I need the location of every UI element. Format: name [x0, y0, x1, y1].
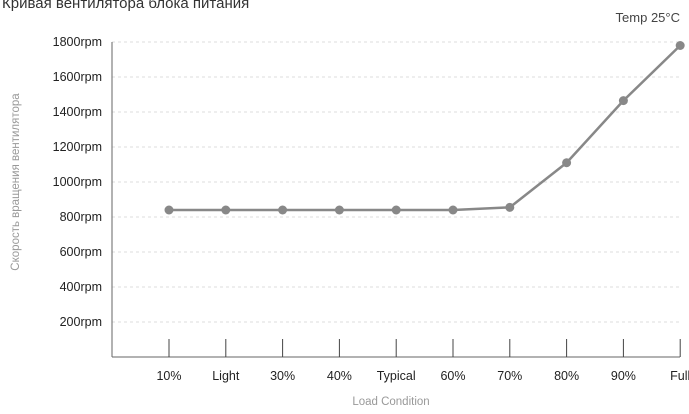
- data-point: [675, 41, 685, 50]
- x-tick-labels: 10% Light 30% 40% Typical 60% 70% 80% 90% Full: [156, 369, 689, 383]
- x-tick-label: Light: [212, 369, 240, 383]
- data-point: [221, 205, 231, 215]
- x-tick-label: Typical: [377, 369, 416, 383]
- data-series: [164, 41, 685, 215]
- x-tick-label: 30%: [270, 369, 295, 383]
- y-tick-label: 800rpm: [60, 210, 102, 224]
- x-tick-label: 80%: [554, 369, 579, 383]
- y-tick-label: 1600rpm: [53, 70, 102, 84]
- y-axis-label: Скорость вращения вентилятора: [10, 93, 22, 271]
- data-point: [448, 205, 458, 215]
- x-tick-label: 70%: [497, 369, 522, 383]
- data-point: [562, 158, 572, 168]
- y-tick-labels: 200rpm 400rpm 600rpm 800rpm 1000rpm 1200rpm 14…: [53, 35, 102, 329]
- y-tick-label: 1800rpm: [53, 35, 102, 49]
- temperature-annotation: Temp 25°C: [616, 10, 680, 25]
- data-point: [505, 202, 515, 212]
- y-tick-label: 400rpm: [60, 280, 102, 294]
- y-tick-label: 600rpm: [60, 245, 102, 259]
- y-tick-label: 1400rpm: [53, 105, 102, 119]
- data-point: [278, 205, 288, 215]
- grid-lines: [112, 41, 680, 323]
- x-tick-label: 60%: [440, 369, 465, 383]
- y-tick-label: 1200rpm: [53, 140, 102, 154]
- x-axis-label: Load Condition: [352, 396, 429, 408]
- chart-title: Кривая вентилятора блока питания: [2, 0, 249, 12]
- x-tick-label: 40%: [327, 369, 352, 383]
- series-line: [169, 44, 682, 212]
- x-tick-label: Full: [670, 369, 689, 383]
- y-tick-label: 1000rpm: [53, 175, 102, 189]
- data-point: [391, 205, 401, 215]
- axes: [111, 42, 681, 358]
- data-point: [164, 205, 174, 215]
- data-point: [618, 96, 628, 106]
- x-tick-label: 10%: [156, 369, 181, 383]
- data-point: [334, 205, 344, 215]
- y-tick-label: 200rpm: [60, 315, 102, 329]
- x-tick-label: 90%: [611, 369, 636, 383]
